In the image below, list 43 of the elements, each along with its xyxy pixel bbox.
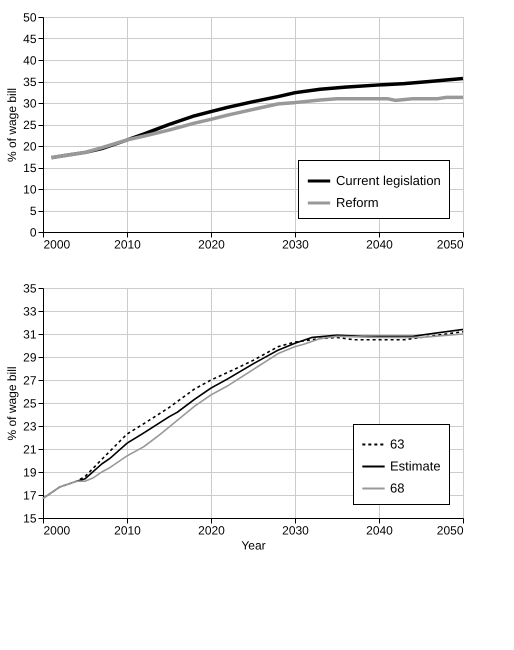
x-tick-label: 2000: [44, 524, 71, 538]
legend-label: Reform: [336, 195, 379, 210]
x-tick-label: 2000: [44, 238, 71, 252]
y-tick-label: 17: [23, 488, 37, 502]
y-tick-label: 10: [23, 182, 37, 196]
y-tick-label: 25: [23, 396, 37, 410]
y-tick-label: 45: [23, 32, 37, 46]
y-tick-label: 29: [23, 350, 37, 364]
y-tick-label: 15: [23, 161, 37, 175]
x-tick-label: 2010: [114, 238, 142, 252]
y-tick-label: 0: [30, 226, 37, 240]
y-axis-title: % of wage bill: [5, 366, 20, 441]
x-tick-label: 2030: [282, 238, 310, 252]
x-tick-label: 2050: [436, 524, 464, 538]
x-axis-title: Year: [241, 538, 266, 552]
y-tick-label: 19: [23, 466, 37, 480]
y-tick-label: 30: [23, 96, 37, 110]
y-tick-label: 31: [23, 328, 37, 342]
x-tick-label: 2010: [114, 524, 142, 538]
legend-label: Estimate: [390, 458, 441, 474]
x-tick-label: 2050: [436, 238, 464, 252]
y-tick-label: 21: [23, 442, 37, 456]
x-tick-label: 2030: [282, 524, 310, 538]
x-tick-label: 2020: [198, 524, 226, 538]
legend-label: 68: [390, 480, 404, 496]
y-tick-label: 33: [23, 304, 37, 318]
x-tick-label: 2040: [366, 524, 394, 538]
line-series: [50, 96, 465, 160]
x-tick-label: 2040: [366, 238, 394, 252]
y-tick-label: 35: [23, 75, 37, 89]
y-tick-label: 5: [30, 204, 37, 218]
y-tick-label: 27: [23, 374, 37, 388]
y-tick-label: 20: [23, 140, 37, 154]
y-tick-label: 40: [23, 54, 37, 68]
y-tick-label: 50: [23, 10, 37, 24]
legend-label: 63: [390, 436, 404, 452]
legend-label: Current legislation: [336, 173, 441, 188]
y-tick-label: 15: [23, 512, 37, 526]
y-axis-title: % of wage bill: [5, 88, 20, 162]
y-tick-label: 35: [23, 282, 37, 296]
y-tick-label: 23: [23, 420, 37, 434]
x-tick-label: 2020: [198, 238, 226, 252]
y-tick-label: 25: [23, 118, 37, 132]
